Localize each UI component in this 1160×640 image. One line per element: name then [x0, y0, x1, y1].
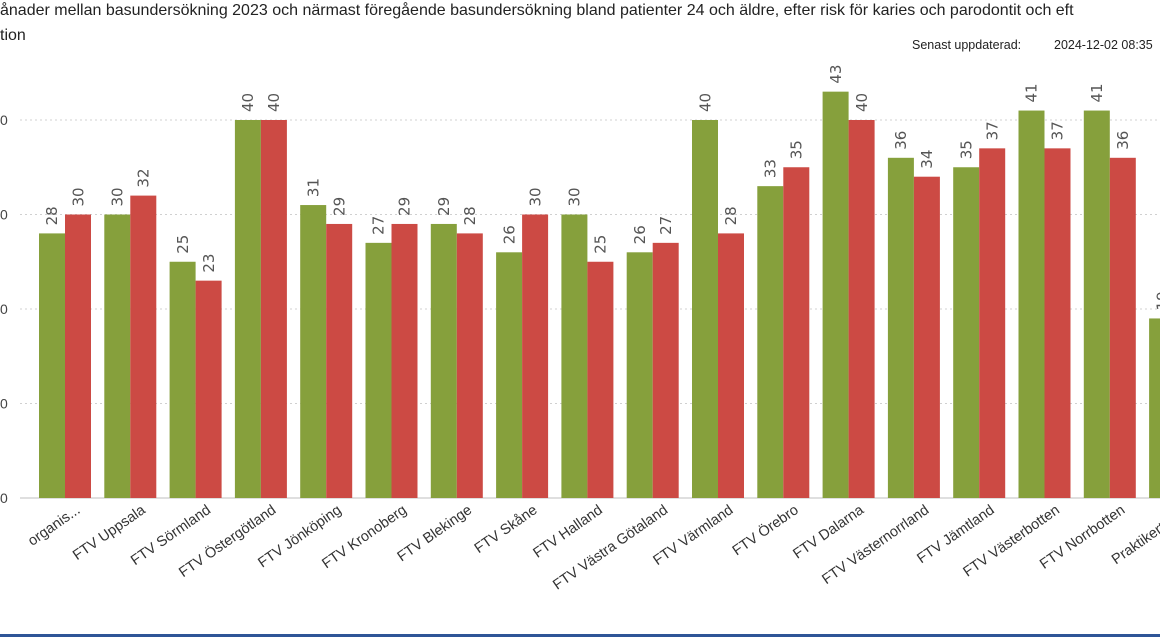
value-label: 40 [239, 93, 257, 112]
bar-series-1[interactable] [822, 91, 849, 499]
bar-series-2[interactable] [260, 120, 287, 498]
bar-series-1[interactable] [1083, 110, 1110, 499]
y-tick-label: 0 [0, 396, 8, 412]
value-label: 40 [853, 93, 871, 112]
category-label: FTV Västra Götaland [550, 502, 671, 593]
bar-series-1[interactable] [561, 214, 588, 499]
category-label: organis... [25, 502, 83, 549]
bar-series-1[interactable] [626, 252, 653, 498]
value-labels: 28 30 30 32 25 23 40 40 31 29 27 29 29 28 26 30 30 25 26 27… [43, 65, 1160, 311]
bar-series-2[interactable] [522, 214, 549, 499]
bar-series-1[interactable] [1018, 110, 1045, 499]
bar-series-1[interactable] [234, 120, 261, 498]
value-label: 29 [435, 197, 453, 216]
value-label: 27 [657, 216, 675, 235]
bar-series-1[interactable] [104, 214, 131, 499]
bar-series-1[interactable] [1149, 318, 1160, 498]
value-label: 28 [461, 206, 479, 225]
bar-series-2[interactable] [848, 120, 875, 498]
y-tick-label: 0 [0, 207, 8, 223]
bar-series-2[interactable] [1044, 148, 1071, 498]
value-label: 40 [265, 93, 283, 112]
value-label: 31 [304, 178, 322, 197]
value-label: 43 [827, 65, 845, 84]
bar-series-2[interactable] [652, 242, 679, 498]
bar-series-1[interactable] [365, 242, 392, 498]
category-label: FTV Västernorrland [819, 502, 932, 588]
value-label: 30 [69, 187, 87, 206]
value-label: 26 [500, 225, 518, 244]
value-label: 30 [109, 187, 127, 206]
updated-label: Senast uppdaterad: [912, 38, 1022, 52]
bar-series-2[interactable] [65, 214, 91, 499]
value-label: 28 [722, 206, 740, 225]
value-label: 41 [1088, 83, 1106, 102]
value-label: 25 [174, 235, 192, 254]
bar-series-1[interactable] [757, 186, 784, 498]
value-label: 30 [526, 187, 544, 206]
bar-series-1[interactable] [430, 223, 457, 498]
value-label: 28 [43, 206, 61, 225]
updated-timestamp: 2024-12-02 08:35 [1054, 38, 1153, 52]
value-label: 29 [330, 197, 348, 216]
bar-series-2[interactable] [913, 176, 940, 498]
value-label: 23 [200, 254, 218, 273]
value-label: 27 [370, 216, 388, 235]
bar-series-1[interactable] [692, 120, 718, 498]
y-axis-ticks: 0 0 0 0 0 [0, 112, 8, 506]
value-label: 35 [788, 140, 806, 159]
value-label: 30 [566, 187, 584, 206]
y-tick-label: 0 [0, 112, 8, 128]
panel-bottom-border [0, 634, 1160, 637]
value-label: 32 [135, 169, 153, 188]
bar-series-2[interactable] [391, 223, 418, 498]
bar-series-2[interactable] [783, 167, 810, 498]
value-label: 37 [983, 121, 1001, 140]
bar-series-2[interactable] [326, 223, 353, 498]
bar-series-2[interactable] [718, 233, 744, 498]
y-tick-label: 0 [0, 490, 8, 506]
value-label: 33 [762, 159, 780, 178]
bar-series-2[interactable] [456, 233, 483, 498]
bar-series-2[interactable] [195, 280, 222, 498]
value-label: 41 [1023, 83, 1041, 102]
bar-series-2[interactable] [979, 148, 1006, 498]
bar-series-1[interactable] [300, 205, 327, 499]
y-tick-label: 0 [0, 301, 8, 317]
bar-series-1[interactable] [887, 157, 914, 499]
bar-series-2[interactable] [1109, 157, 1136, 499]
value-label: 40 [696, 93, 714, 112]
bars [39, 91, 1160, 499]
bar-series-1[interactable] [39, 233, 65, 498]
value-label: 34 [918, 150, 936, 169]
chart-title-line-1: ånader mellan basundersökning 2023 och n… [0, 2, 1074, 19]
value-label: 29 [396, 197, 414, 216]
value-label: 37 [1049, 121, 1067, 140]
value-label: 26 [631, 225, 649, 244]
chart-title-line-2: tion [0, 27, 26, 44]
bar-series-2[interactable] [130, 195, 157, 498]
value-label: 36 [892, 131, 910, 150]
bar-series-1[interactable] [953, 167, 980, 498]
bar-series-2[interactable] [587, 261, 614, 498]
value-label: 36 [1114, 131, 1132, 150]
value-label: 35 [957, 140, 975, 159]
bar-series-1[interactable] [496, 252, 523, 498]
bar-series-1[interactable] [169, 261, 196, 498]
value-label: 19 [1153, 291, 1160, 310]
value-label: 25 [592, 235, 610, 254]
